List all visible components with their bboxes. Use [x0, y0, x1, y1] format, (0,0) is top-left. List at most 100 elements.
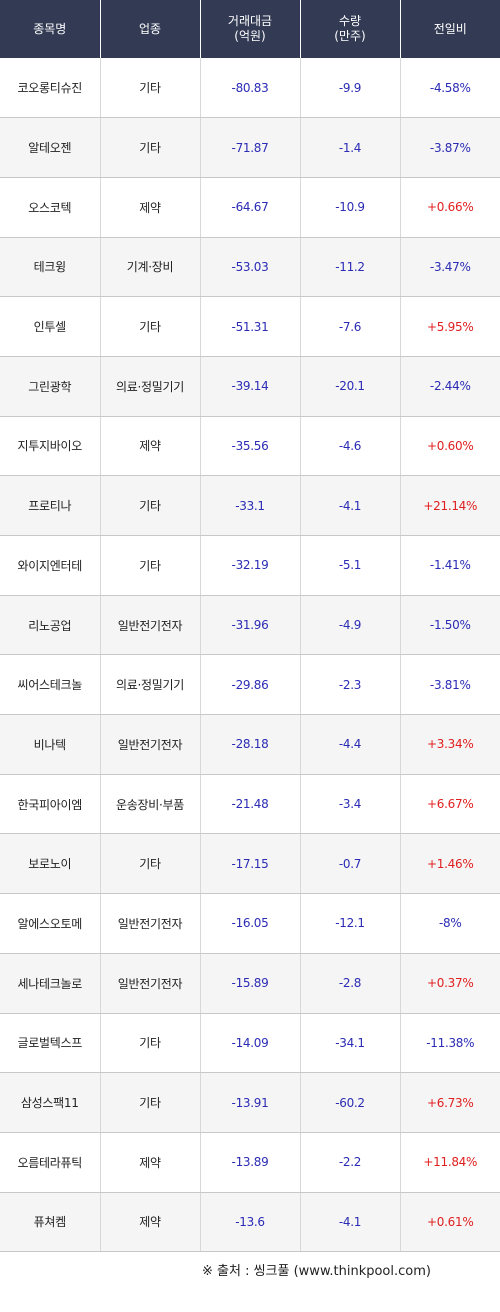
trade-amount-cell: -28.18 — [200, 714, 301, 775]
change-rate-cell: +6.73% — [400, 1072, 500, 1133]
table-row: 세나테크놀로 일반전기전자 -15.89 -2.8 +0.37% — [0, 953, 500, 1014]
stock-name-cell: 오름테라퓨틱 — [0, 1132, 101, 1193]
volume-cell: -11.2 — [300, 237, 401, 298]
stock-name-cell: 알에스오토메 — [0, 893, 101, 954]
table-row: 프로티나 기타 -33.1 -4.1 +21.14% — [0, 475, 500, 536]
header-sector: 업종 — [100, 0, 201, 58]
table-row: 그린광학 의료·정밀기기 -39.14 -20.1 -2.44% — [0, 356, 500, 417]
sector-cell: 일반전기전자 — [100, 595, 201, 656]
sector-cell: 기계·장비 — [100, 237, 201, 298]
volume-cell: -1.4 — [300, 117, 401, 178]
header-volume-line1: 수량 — [338, 14, 362, 28]
stock-name-cell: 테크윙 — [0, 237, 101, 298]
stock-table: 종목명 업종 거래대금 (억원) 수량 (만주) 전일비 코오롱티슈진 기타 -80… — [0, 0, 500, 1253]
change-rate-cell: +5.95% — [400, 296, 500, 357]
header-change: 전일비 — [400, 0, 500, 58]
volume-cell: -7.6 — [300, 296, 401, 357]
stock-name-cell: 비나텍 — [0, 714, 101, 775]
table-row: 오름테라퓨틱 제약 -13.89 -2.2 +11.84% — [0, 1132, 500, 1193]
volume-cell: -4.1 — [300, 475, 401, 536]
change-rate-cell: -2.44% — [400, 356, 500, 417]
volume-cell: -2.2 — [300, 1132, 401, 1193]
volume-cell: -4.4 — [300, 714, 401, 775]
header-amount-line1: 거래대금 — [227, 14, 273, 28]
trade-amount-cell: -33.1 — [200, 475, 301, 536]
trade-amount-cell: -15.89 — [200, 953, 301, 1014]
stock-name-cell: 세나테크놀로 — [0, 953, 101, 1014]
change-rate-cell: +3.34% — [400, 714, 500, 775]
volume-cell: -10.9 — [300, 177, 401, 238]
table-row: 알테오젠 기타 -71.87 -1.4 -3.87% — [0, 117, 500, 178]
stock-name-cell: 삼성스팩11 — [0, 1072, 101, 1133]
sector-cell: 일반전기전자 — [100, 714, 201, 775]
volume-cell: -4.1 — [300, 1192, 401, 1253]
table-row: 와이지엔터테 기타 -32.19 -5.1 -1.41% — [0, 535, 500, 596]
trade-amount-cell: -53.03 — [200, 237, 301, 298]
stock-name-cell: 보로노이 — [0, 833, 101, 895]
change-rate-cell: -3.87% — [400, 117, 500, 178]
table-body: 코오롱티슈진 기타 -80.83 -9.9 -4.58% 알테오젠 기타 -71.87 -1.4… — [0, 58, 500, 1253]
sector-cell: 일반전기전자 — [100, 953, 201, 1014]
sector-cell: 기타 — [100, 1013, 201, 1074]
volume-cell: -4.6 — [300, 416, 401, 477]
table-row: 삼성스팩11 기타 -13.91 -60.2 +6.73% — [0, 1072, 500, 1133]
table-row: 코오롱티슈진 기타 -80.83 -9.9 -4.58% — [0, 58, 500, 119]
change-rate-cell: -1.50% — [400, 595, 500, 656]
trade-amount-cell: -39.14 — [200, 356, 301, 417]
stock-name-cell: 오스코텍 — [0, 177, 101, 238]
stock-name-cell: 인투셀 — [0, 296, 101, 357]
stock-name-cell: 리노공업 — [0, 595, 101, 656]
stock-table-container: 종목명 업종 거래대금 (억원) 수량 (만주) 전일비 코오롱티슈진 기타 -80… — [0, 0, 500, 1253]
table-row: 리노공업 일반전기전자 -31.96 -4.9 -1.50% — [0, 595, 500, 656]
header-name: 종목명 — [0, 0, 101, 58]
header-volume-line2: (만주) — [334, 29, 366, 43]
trade-amount-cell: -31.96 — [200, 595, 301, 656]
change-rate-cell: -3.47% — [400, 237, 500, 298]
volume-cell: -9.9 — [300, 58, 401, 119]
trade-amount-cell: -13.91 — [200, 1072, 301, 1133]
volume-cell: -12.1 — [300, 893, 401, 954]
stock-name-cell: 알테오젠 — [0, 117, 101, 178]
sector-cell: 기타 — [100, 1072, 201, 1133]
volume-cell: -2.8 — [300, 953, 401, 1014]
trade-amount-cell: -51.31 — [200, 296, 301, 357]
sector-cell: 제약 — [100, 416, 201, 477]
trade-amount-cell: -17.15 — [200, 833, 301, 895]
sector-cell: 기타 — [100, 117, 201, 178]
stock-name-cell: 프로티나 — [0, 475, 101, 536]
change-rate-cell: -4.58% — [400, 58, 500, 119]
trade-amount-cell: -29.86 — [200, 654, 301, 716]
change-rate-cell: +0.61% — [400, 1192, 500, 1253]
trade-amount-cell: -16.05 — [200, 893, 301, 954]
sector-cell: 제약 — [100, 1132, 201, 1193]
trade-amount-cell: -21.48 — [200, 774, 301, 835]
stock-name-cell: 퓨쳐켐 — [0, 1192, 101, 1253]
table-row: 한국피아이엠 운송장비·부품 -21.48 -3.4 +6.67% — [0, 774, 500, 835]
table-row: 알에스오토메 일반전기전자 -16.05 -12.1 -8% — [0, 893, 500, 954]
table-row: 테크윙 기계·장비 -53.03 -11.2 -3.47% — [0, 237, 500, 298]
volume-cell: -60.2 — [300, 1072, 401, 1133]
volume-cell: -4.9 — [300, 595, 401, 656]
sector-cell: 기타 — [100, 58, 201, 119]
trade-amount-cell: -32.19 — [200, 535, 301, 596]
stock-name-cell: 지투지바이오 — [0, 416, 101, 477]
trade-amount-cell: -13.89 — [200, 1132, 301, 1193]
sector-cell: 제약 — [100, 1192, 201, 1253]
header-amount-line2: (억원) — [234, 29, 266, 43]
change-rate-cell: +21.14% — [400, 475, 500, 536]
sector-cell: 기타 — [100, 475, 201, 536]
stock-name-cell: 씨어스테크놀 — [0, 654, 101, 716]
change-rate-cell: +1.46% — [400, 833, 500, 895]
table-row: 비나텍 일반전기전자 -28.18 -4.4 +3.34% — [0, 714, 500, 775]
volume-cell: -5.1 — [300, 535, 401, 596]
change-rate-cell: +0.37% — [400, 953, 500, 1014]
trade-amount-cell: -80.83 — [200, 58, 301, 119]
table-row: 지투지바이오 제약 -35.56 -4.6 +0.60% — [0, 416, 500, 477]
sector-cell: 의료·정밀기기 — [100, 654, 201, 716]
change-rate-cell: +0.60% — [400, 416, 500, 477]
volume-cell: -2.3 — [300, 654, 401, 716]
source-text: ※ 출처 : 씽크풀 (www.thinkpool.com) — [202, 1264, 431, 1279]
table-row: 퓨쳐켐 제약 -13.6 -4.1 +0.61% — [0, 1192, 500, 1253]
stock-name-cell: 와이지엔터테 — [0, 535, 101, 596]
stock-name-cell: 글로벌텍스프 — [0, 1013, 101, 1074]
